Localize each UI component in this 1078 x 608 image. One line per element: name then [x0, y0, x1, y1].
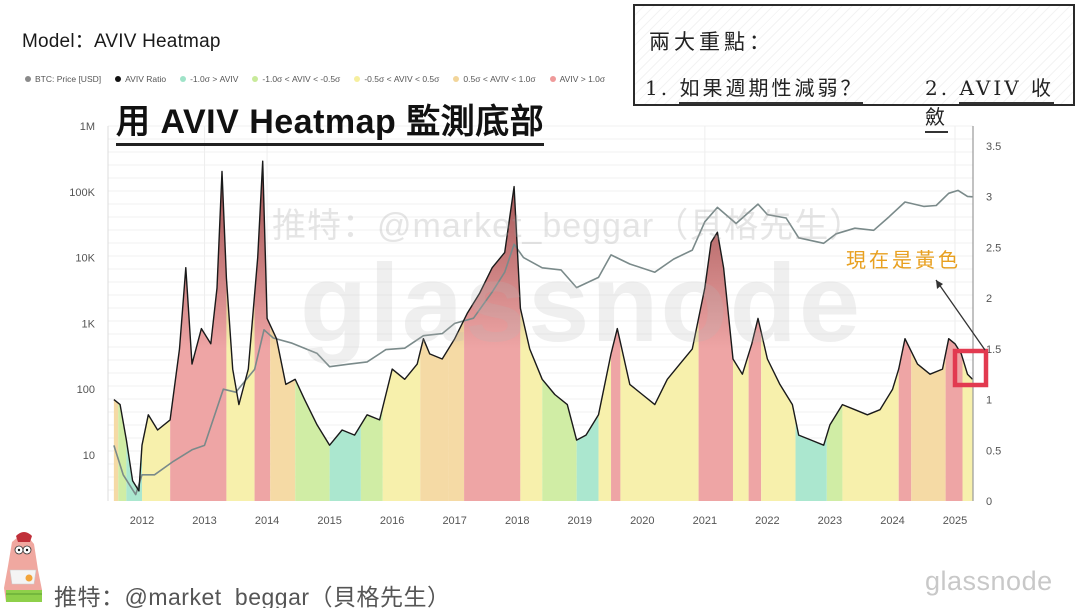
legend-dot-icon	[453, 76, 460, 82]
legend-dot-icon	[354, 76, 361, 82]
svg-text:100K: 100K	[69, 187, 95, 199]
watermark-logo: glassnode	[300, 242, 863, 365]
svg-text:2021: 2021	[693, 515, 717, 527]
chart-axes	[107, 126, 974, 501]
note-point-1-text: 如果週期性減弱？	[679, 76, 864, 104]
svg-text:1M: 1M	[80, 121, 95, 133]
aviv-ratio-line	[113, 160, 973, 492]
svg-text:2015: 2015	[317, 515, 341, 527]
svg-text:3.5: 3.5	[986, 141, 1001, 153]
svg-text:2017: 2017	[442, 515, 466, 527]
svg-text:2018: 2018	[505, 515, 529, 527]
note-point-2-text: AVIV 收斂	[925, 76, 1055, 133]
legend-label: AVIV > 1.0σ	[559, 74, 606, 84]
svg-text:2025: 2025	[943, 515, 967, 527]
y-axis-right-labels: 0 0.5 1 1.5 2 2.5 3 3.5	[986, 141, 1001, 508]
svg-text:2024: 2024	[880, 515, 904, 527]
current-status-annotation: 現在是黃色	[846, 248, 961, 272]
footer-logo: glassnode	[925, 566, 1053, 596]
current-highlight-box	[952, 348, 989, 388]
legend-dot-icon	[180, 76, 187, 82]
legend-label: -1.0σ < AVIV < -0.5σ	[262, 74, 341, 84]
svg-text:1.5: 1.5	[986, 344, 1001, 356]
legend-label: AVIV Ratio	[125, 74, 167, 84]
key-points-note: 兩大重點： 1. 如果週期性減弱？ 2. AVIV 收斂	[633, 4, 1075, 133]
svg-text:2016: 2016	[380, 515, 404, 527]
note-heading: 兩大重點：	[649, 30, 774, 54]
svg-text:1K: 1K	[82, 318, 96, 330]
svg-text:100: 100	[77, 384, 95, 396]
note-point-2-number: 2.	[925, 76, 951, 100]
watermark-handle: 推特：@market_beggar（貝格先生）	[272, 207, 865, 245]
legend-item-05-1[interactable]: 0.5σ < AVIV < 1.0σ	[453, 74, 536, 84]
note-point-1: 1. 如果週期性減弱？	[645, 72, 864, 104]
legend-label: -1.0σ > AVIV	[190, 74, 239, 84]
svg-text:0: 0	[986, 496, 992, 508]
legend-item-aviv-ratio[interactable]: AVIV Ratio	[115, 74, 166, 84]
footer-handle: 推特：@market_beggar（貝格先生）	[54, 584, 451, 608]
legend-dot-icon	[115, 76, 122, 82]
svg-text:2012: 2012	[130, 515, 154, 527]
svg-text:2023: 2023	[818, 515, 842, 527]
svg-text:10K: 10K	[75, 253, 95, 265]
legend-item-neg1-neg05[interactable]: -1.0σ < AVIV < -0.5σ	[252, 74, 340, 84]
svg-text:1: 1	[986, 395, 992, 407]
model-title: Model：AVIV Heatmap	[22, 31, 221, 52]
svg-text:10: 10	[83, 450, 95, 462]
svg-text:2020: 2020	[630, 515, 654, 527]
svg-text:3: 3	[986, 192, 992, 204]
legend-label: -0.5σ < AVIV < 0.5σ	[364, 74, 440, 84]
note-point-1-number: 1.	[645, 76, 671, 100]
svg-text:2.5: 2.5	[986, 242, 1001, 254]
legend-label: 0.5σ < AVIV < 1.0σ	[463, 74, 536, 84]
main-heading: 用 AVIV Heatmap 監測底部	[116, 102, 545, 146]
legend-item-neg05-05[interactable]: -0.5σ < AVIV < 0.5σ	[354, 74, 439, 84]
note-point-2: 2. AVIV 收斂	[925, 72, 1073, 133]
legend-item-above-1[interactable]: AVIV > 1.0σ	[549, 74, 606, 84]
svg-text:2: 2	[986, 293, 992, 305]
svg-text:2022: 2022	[755, 515, 779, 527]
x-axis-labels: 2012 2013 2014 2015 2016 2017 2018 2019 2020 2021…	[130, 515, 967, 527]
annotation-arrow-icon	[935, 279, 986, 351]
legend-dot-icon	[549, 76, 556, 82]
legend-dot-icon	[252, 76, 259, 82]
legend-label: BTC: Price [USD]	[35, 74, 102, 84]
legend-item-below-neg1[interactable]: -1.0σ > AVIV	[180, 74, 238, 84]
svg-text:2019: 2019	[568, 515, 592, 527]
legend-item-btc-price[interactable]: BTC: Price [USD]	[25, 74, 101, 84]
y-axis-left-labels: 10 100 1K 10K 100K 1M	[69, 121, 95, 462]
btc-price-line	[113, 189, 973, 496]
svg-text:2014: 2014	[255, 515, 279, 527]
chart-legend: BTC: Price [USD] AVIV Ratio -1.0σ > AVIV…	[25, 74, 605, 84]
avatar-icon	[4, 532, 42, 602]
legend-dot-icon	[25, 76, 31, 82]
svg-text:2013: 2013	[192, 515, 216, 527]
svg-text:0.5: 0.5	[986, 445, 1001, 457]
